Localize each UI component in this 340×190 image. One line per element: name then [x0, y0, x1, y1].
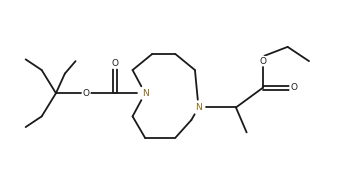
- Text: N: N: [142, 89, 149, 98]
- Text: O: O: [259, 57, 266, 66]
- Text: O: O: [83, 89, 90, 98]
- Text: O: O: [290, 83, 297, 92]
- Text: N: N: [195, 103, 202, 112]
- Text: O: O: [111, 59, 118, 68]
